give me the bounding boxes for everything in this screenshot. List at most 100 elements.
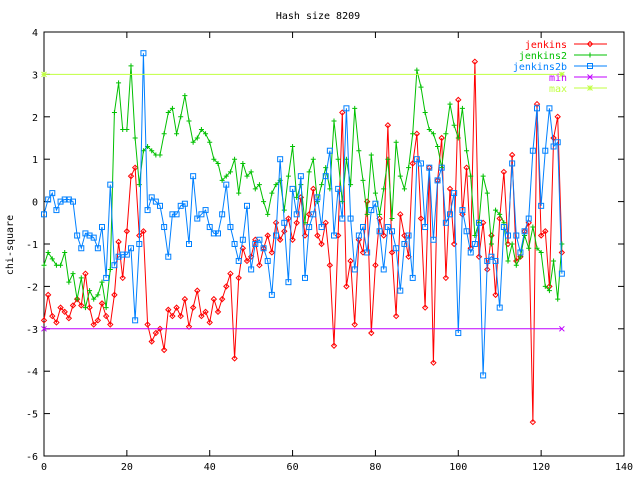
data-point-jenkins2b [219, 211, 226, 218]
data-point-jenkins [554, 113, 561, 121]
data-point-jenkins [508, 151, 516, 159]
data-point-jenkins2 [335, 156, 341, 162]
data-point-jenkins2 [443, 131, 449, 137]
data-point-jenkins2 [82, 305, 88, 311]
data-point-jenkins2b [463, 228, 470, 235]
legend-label-max: max [549, 84, 567, 95]
data-point-jenkins2b [389, 228, 395, 235]
y-tick-label: 1 [32, 155, 38, 166]
data-point-jenkins [268, 249, 276, 256]
data-point-jenkins2b [268, 291, 275, 298]
data-point-jenkins [156, 325, 164, 333]
data-point-jenkins2b [281, 219, 288, 226]
data-point-jenkins2 [49, 256, 55, 262]
series-line-jenkins2 [43, 65, 563, 308]
x-tick-label: 80 [369, 462, 381, 473]
data-point-jenkins2 [368, 152, 374, 158]
data-point-jenkins2b [223, 181, 230, 188]
data-point-jenkins [368, 329, 375, 337]
data-point-jenkins2b [239, 236, 246, 243]
data-point-jenkins2 [256, 182, 262, 188]
legend-marker-min [587, 74, 593, 80]
data-point-jenkins2b [70, 198, 76, 205]
data-point-jenkins2b [186, 241, 192, 247]
data-point-jenkins [421, 304, 429, 311]
data-point-jenkins2 [128, 63, 134, 69]
chart-title: Hash size 8209 [276, 11, 360, 22]
data-point-jenkins2 [223, 173, 229, 179]
data-point-jenkins [417, 215, 425, 222]
data-point-jenkins2 [207, 139, 213, 145]
data-point-jenkins2b [128, 245, 134, 252]
data-point-jenkins2b [542, 147, 549, 154]
data-point-jenkins [198, 312, 205, 320]
data-point-jenkins2 [111, 110, 117, 116]
data-point-jenkins2b [538, 202, 545, 209]
data-point-jenkins [314, 232, 321, 239]
data-point-jenkins2b [546, 105, 553, 112]
data-point-jenkins2b [111, 262, 118, 269]
data-point-jenkins2b [49, 190, 56, 197]
data-point-jenkins [131, 164, 139, 171]
data-point-jenkins2b [434, 177, 441, 184]
data-point-jenkins2 [45, 249, 51, 255]
data-point-jenkins2b [426, 164, 433, 171]
data-point-jenkins2 [269, 190, 275, 196]
data-point-jenkins2 [161, 131, 167, 137]
data-point-jenkins2 [236, 190, 242, 196]
data-point-max [559, 71, 565, 78]
data-point-jenkins2b [107, 181, 114, 188]
x-tick-label: 20 [121, 462, 133, 473]
data-point-jenkins [40, 317, 48, 324]
legend-marker-max [587, 85, 593, 91]
data-point-jenkins2 [174, 131, 180, 137]
data-point-jenkins [446, 185, 454, 193]
data-point-jenkins2 [165, 110, 171, 116]
data-point-jenkins2 [203, 131, 209, 137]
data-point-jenkins [218, 295, 226, 303]
data-point-jenkins2 [385, 156, 391, 162]
data-point-jenkins2b [74, 232, 81, 239]
data-point-jenkins2 [227, 169, 233, 175]
data-point-jenkins [61, 308, 68, 316]
data-point-max [41, 71, 47, 78]
data-point-jenkins2 [194, 135, 200, 141]
data-point-jenkins2 [107, 266, 113, 272]
data-point-jenkins [169, 312, 176, 320]
data-point-jenkins [355, 236, 363, 243]
y-tick-label: -1 [26, 240, 38, 251]
data-point-jenkins2 [377, 211, 383, 217]
data-point-jenkins2 [430, 131, 436, 137]
data-point-jenkins2 [87, 288, 93, 294]
data-point-jenkins [44, 291, 52, 299]
data-point-jenkins2b [248, 266, 255, 273]
data-point-jenkins [98, 300, 106, 307]
series-jenkins2b [41, 50, 565, 379]
data-point-jenkins2b [430, 236, 437, 243]
data-point-jenkins2b [306, 224, 313, 231]
data-point-jenkins2b [273, 232, 279, 239]
data-point-jenkins2b [496, 304, 503, 311]
x-tick-label: 120 [532, 462, 550, 473]
data-point-jenkins2b [190, 173, 197, 180]
data-point-jenkins [380, 232, 387, 239]
data-point-jenkins2b [140, 50, 147, 57]
data-point-jenkins2b [53, 207, 60, 214]
data-point-jenkins2b [509, 160, 516, 167]
data-point-jenkins2 [447, 101, 453, 107]
data-point-jenkins2b [550, 143, 557, 150]
data-point-jenkins2b [45, 196, 52, 203]
data-point-jenkins [558, 249, 566, 256]
x-tick-label: 40 [204, 462, 216, 473]
data-point-jenkins2b [368, 207, 375, 214]
data-point-jenkins2 [244, 173, 250, 179]
data-point-jenkins2 [41, 262, 47, 268]
legend-label-min: min [549, 73, 567, 84]
data-point-jenkins [181, 295, 189, 303]
data-point-jenkins2b [99, 224, 105, 231]
data-point-jenkins [256, 261, 263, 269]
data-point-jenkins [285, 215, 292, 222]
data-point-jenkins2 [261, 199, 267, 205]
data-point-jenkins [455, 96, 462, 104]
